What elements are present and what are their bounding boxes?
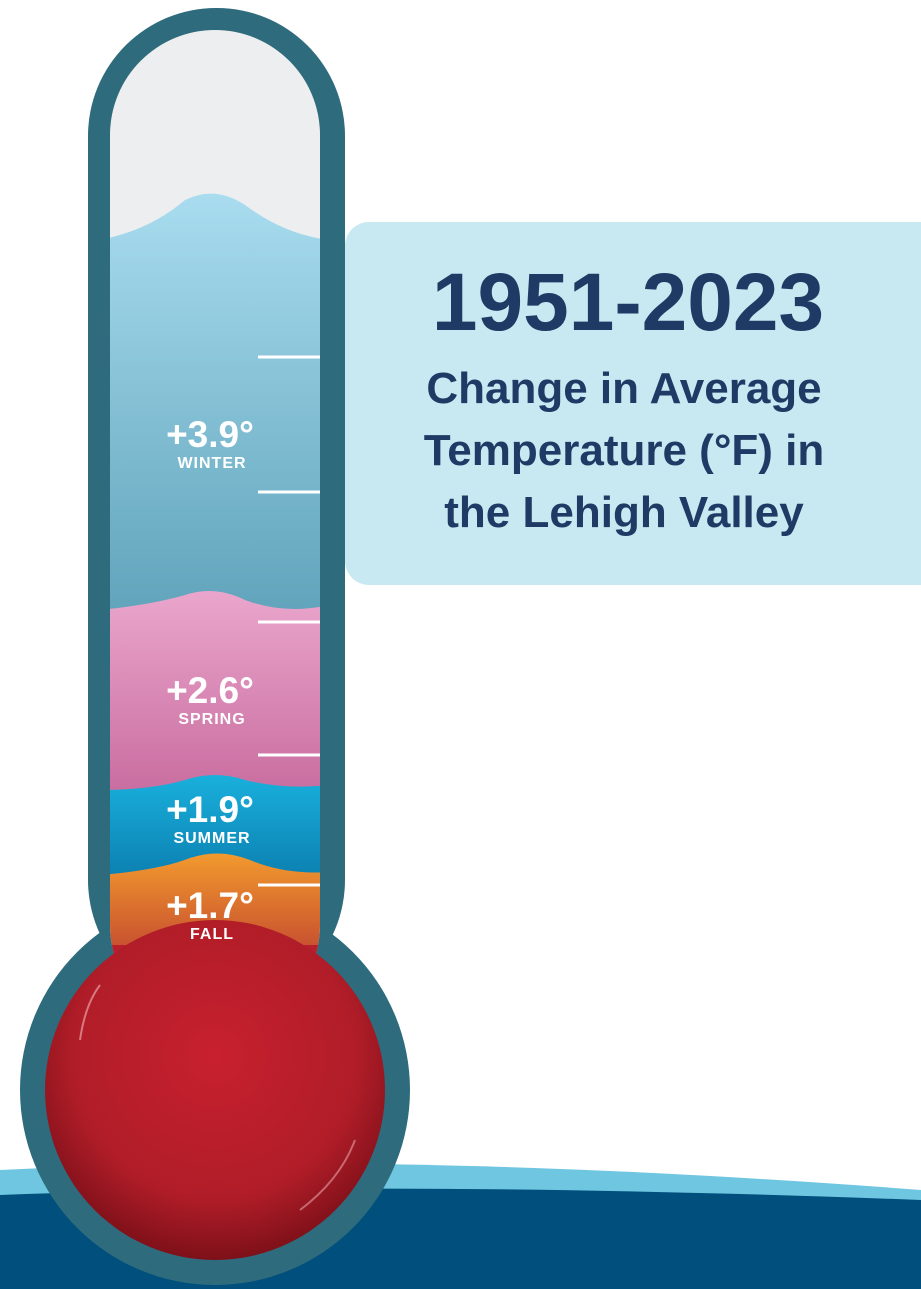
season-name: FALL bbox=[190, 926, 234, 943]
subtitle-line: Change in Average bbox=[426, 364, 821, 413]
season-value: +3.9° bbox=[166, 414, 254, 455]
season-value: +1.7° bbox=[166, 885, 254, 926]
subtitle-line: Temperature (°F) in bbox=[424, 426, 825, 475]
infographic: 1951-2023 Change in Average Temperature … bbox=[0, 0, 921, 1289]
bulb bbox=[45, 920, 385, 1260]
season-name: WINTER bbox=[177, 455, 246, 472]
season-name: SUMMER bbox=[173, 830, 250, 847]
subtitle-line: the Lehigh Valley bbox=[444, 488, 804, 537]
winter-layer bbox=[100, 194, 330, 620]
season-name: SPRING bbox=[178, 711, 245, 728]
season-value: +1.9° bbox=[166, 789, 254, 830]
season-value: +2.6° bbox=[166, 670, 254, 711]
title: 1951-2023 bbox=[432, 257, 824, 348]
